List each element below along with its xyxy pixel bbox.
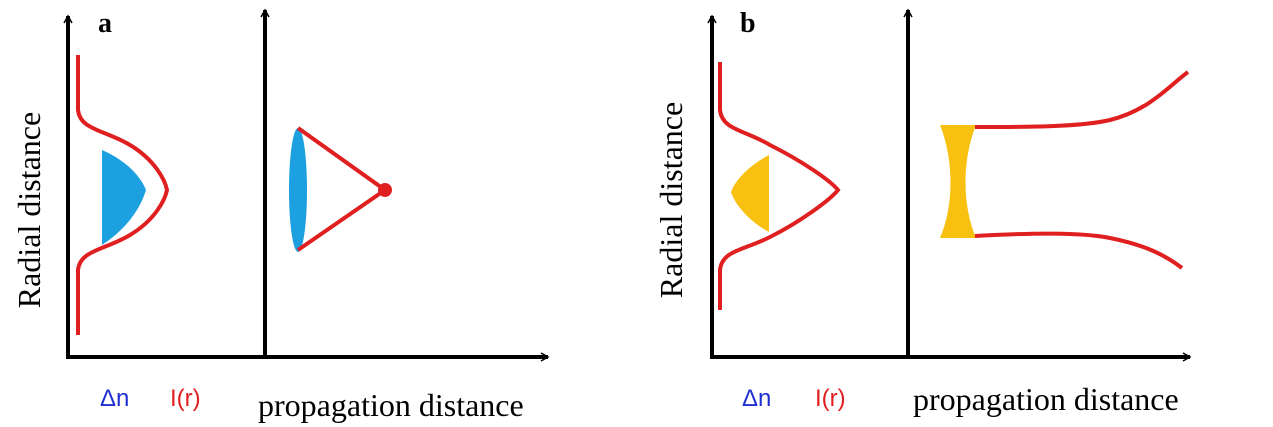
- delta-n-label: Δn: [100, 385, 129, 412]
- y-axis-label: Radial distance: [653, 102, 689, 298]
- panel-b: b Radial distance Δn I(r) propagation di…: [653, 8, 1192, 417]
- delta-n-profile: [731, 155, 769, 232]
- delta-n-profile: [102, 150, 146, 245]
- focus-point: [378, 183, 392, 197]
- beam-lower: [974, 231, 1184, 270]
- diverging-lens: [940, 125, 976, 238]
- x-axis-label: propagation distance: [258, 387, 524, 423]
- focusing-beam: [296, 126, 389, 252]
- panel-label: a: [98, 8, 112, 39]
- x-axis-label: propagation distance: [913, 381, 1179, 417]
- delta-n-label: Δn: [742, 385, 771, 412]
- intensity-label: I(r): [170, 385, 201, 412]
- intensity-label: I(r): [815, 385, 846, 412]
- y-axis-label: Radial distance: [11, 112, 47, 308]
- panel-label: b: [740, 8, 756, 39]
- intensity-profile: [718, 62, 841, 310]
- intensity-profile: [76, 55, 170, 335]
- lens: [289, 128, 307, 252]
- panel-a: a Radial distance Δn I(r) propagation di…: [11, 8, 550, 423]
- beam-upper: [974, 70, 1190, 129]
